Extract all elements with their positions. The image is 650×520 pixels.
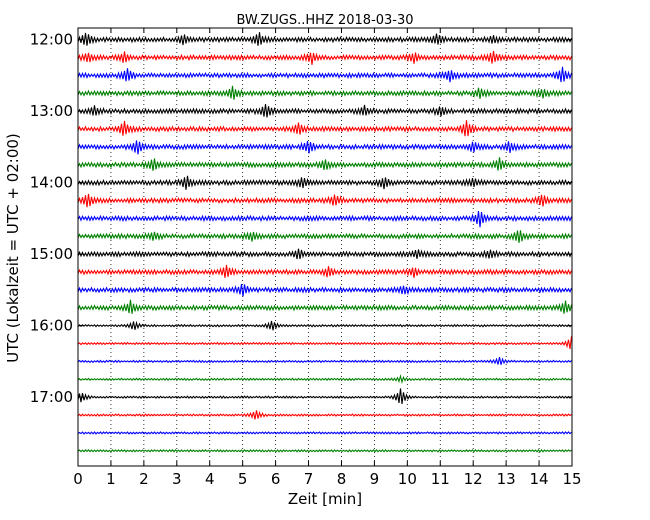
x-tick-label: 10 bbox=[398, 470, 417, 488]
trace-1315 bbox=[77, 120, 572, 137]
x-tick-label: 9 bbox=[370, 470, 380, 488]
x-tick-label: 14 bbox=[530, 470, 549, 488]
x-tick-label: 13 bbox=[497, 470, 516, 488]
x-tick-label: 1 bbox=[106, 470, 116, 488]
y-tick-label: 13:00 bbox=[30, 102, 73, 120]
x-tick-label: 15 bbox=[562, 470, 581, 488]
trace-1415 bbox=[77, 193, 572, 208]
trace-1545 bbox=[77, 299, 573, 314]
y-axis-label: UTC (Lokalzeit = UTC + 02:00) bbox=[4, 133, 22, 363]
x-tick-label: 0 bbox=[73, 470, 83, 488]
trace-1500 bbox=[77, 248, 573, 260]
trace-1715 bbox=[77, 410, 572, 420]
trace-1600 bbox=[77, 320, 572, 331]
trace-1745 bbox=[77, 448, 572, 453]
trace-1445 bbox=[77, 230, 572, 243]
seismic-traces bbox=[77, 32, 573, 453]
x-axis-label: Zeit [min] bbox=[288, 490, 362, 508]
x-tick-label: 11 bbox=[431, 470, 450, 488]
x-tick-label: 3 bbox=[172, 470, 182, 488]
trace-1345 bbox=[77, 157, 572, 171]
trace-1200 bbox=[77, 32, 573, 46]
plot-frame bbox=[77, 27, 573, 467]
trace-1630 bbox=[77, 357, 572, 365]
trace-1300 bbox=[77, 104, 573, 118]
trace-1700 bbox=[77, 388, 572, 404]
y-tick-label: 17:00 bbox=[30, 388, 73, 406]
x-tick-label: 8 bbox=[337, 470, 347, 488]
x-tick-label: 5 bbox=[238, 470, 248, 488]
x-tick-label: 7 bbox=[304, 470, 314, 488]
x-tick-label: 6 bbox=[271, 470, 281, 488]
trace-1515 bbox=[77, 264, 572, 278]
trace-1400 bbox=[77, 175, 572, 190]
x-tick-label: 4 bbox=[205, 470, 215, 488]
trace-1530 bbox=[77, 283, 573, 297]
trace-1430 bbox=[77, 211, 573, 228]
y-tick-label: 12:00 bbox=[30, 31, 73, 49]
trace-1730 bbox=[77, 431, 572, 435]
y-tick-label: 16:00 bbox=[30, 317, 73, 335]
trace-1615 bbox=[77, 336, 573, 349]
trace-1215 bbox=[77, 50, 573, 65]
y-tick-label: 14:00 bbox=[30, 174, 73, 192]
trace-1645 bbox=[77, 373, 572, 384]
x-tick-label: 12 bbox=[464, 470, 483, 488]
x-tick-label: 2 bbox=[139, 470, 149, 488]
chart-title: BW.ZUGS..HHZ 2018-03-30 bbox=[236, 13, 413, 28]
trace-1230 bbox=[77, 66, 573, 83]
axes: 0 1 2 3 4 5 6 7 8 9 10 11 12 13 14 1512:0013:0014:0015:… bbox=[30, 27, 582, 488]
trace-1245 bbox=[77, 85, 572, 100]
trace-1330 bbox=[77, 140, 572, 155]
y-tick-label: 15:00 bbox=[30, 245, 73, 263]
